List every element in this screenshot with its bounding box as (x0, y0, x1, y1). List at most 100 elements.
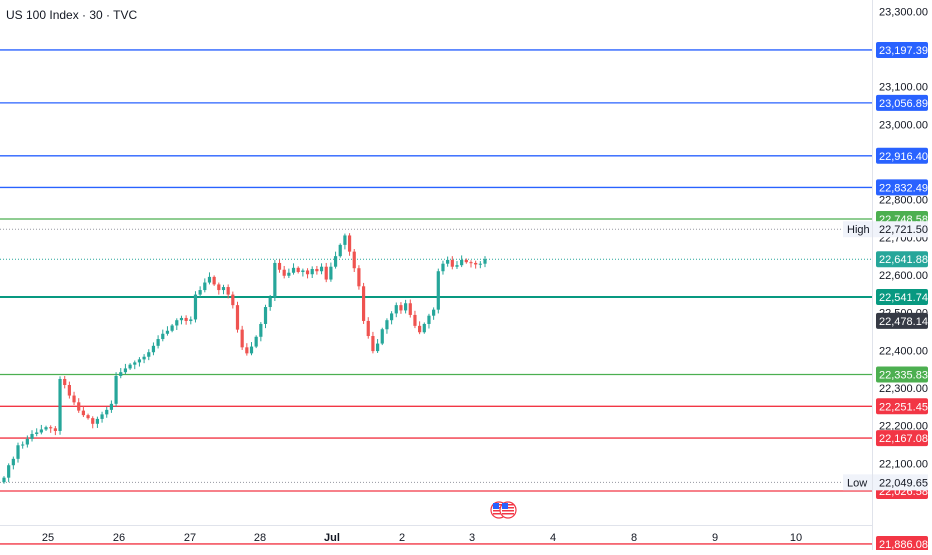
time-tick-label: 27 (184, 532, 196, 544)
price-tick-label: 23,000.00 (879, 119, 928, 131)
economic-events[interactable] (490, 501, 517, 519)
candle-body (137, 359, 142, 363)
symbol-title[interactable]: US 100 Index · 30 · TVC (6, 8, 138, 22)
candle-body (436, 271, 440, 310)
high-label: High (847, 224, 870, 236)
candle-body (16, 445, 20, 459)
level-price-text: 22,167.08 (879, 433, 928, 445)
candle-body (67, 385, 71, 396)
low-label-bg (843, 474, 928, 491)
candle-body (287, 272, 291, 276)
candle-body (333, 256, 338, 267)
candle-body (371, 336, 375, 352)
time-axis-divider (0, 525, 872, 526)
price-tick-label: 22,600.00 (879, 270, 928, 282)
candle-body (385, 320, 389, 330)
candle-body (347, 235, 352, 252)
candle-body (245, 347, 249, 354)
time-tick-label: 3 (469, 532, 475, 544)
candle-body (193, 294, 198, 320)
candle-body (21, 444, 25, 446)
candle-body (58, 378, 62, 431)
price-labels: 23,197.39 23,056.89 22,916.40 22,832.49 22,7… (843, 41, 928, 552)
candle-body (147, 352, 151, 357)
flag-stripe (502, 513, 514, 515)
candle-body (259, 323, 263, 337)
time-axis[interactable]: 25 26 27 28 Jul 2 3 4 8 9 10 (42, 532, 802, 544)
candle-body (184, 317, 188, 321)
candle-body (235, 305, 240, 330)
candle-body (394, 305, 398, 314)
candle-body (343, 235, 347, 245)
level-price-text: 23,197.39 (879, 45, 928, 57)
candle-body (109, 403, 114, 410)
candle-body (240, 329, 244, 348)
candle-body (231, 294, 235, 306)
level-price-label (876, 398, 928, 415)
level-price-text: 22,541.74 (879, 292, 928, 304)
candle-body (7, 465, 11, 478)
candle-body (44, 427, 48, 430)
time-tick-label: 10 (790, 532, 802, 544)
price-tick-label: 22,400.00 (879, 345, 928, 357)
candle-body (478, 263, 482, 265)
candle-body (422, 323, 426, 333)
candle-body (399, 305, 403, 311)
us-event-flag-2[interactable] (499, 501, 517, 519)
candle-body (319, 266, 324, 272)
candle-body (198, 290, 202, 295)
flag-stripe (493, 513, 505, 515)
candle-body (25, 438, 29, 445)
candle-body (39, 429, 43, 433)
candle-body (446, 259, 450, 264)
candle-body (483, 259, 487, 264)
candle-body (282, 269, 286, 276)
candle-body (390, 313, 394, 321)
candle-body (2, 477, 6, 483)
time-tick-label: 2 (399, 532, 405, 544)
candle-body (175, 320, 179, 326)
level-price-label (876, 147, 928, 164)
level-price-label (876, 430, 928, 447)
candle-body (30, 433, 34, 439)
candle-body (53, 428, 57, 431)
candle-body (207, 276, 212, 283)
candle-body (114, 375, 118, 404)
candle-body (460, 259, 464, 266)
time-tick-label: 9 (712, 532, 718, 544)
price-axis[interactable]: 23,300.00 23,100.00 23,000.00 22,800.00 22,7… (879, 6, 928, 470)
time-tick-label: 8 (631, 532, 637, 544)
price-tick-label: 22,100.00 (879, 458, 928, 470)
crosshair-price-label: 22,478.14 (879, 316, 928, 328)
last-price-label: 22,641.88 (879, 254, 928, 266)
candle-body (133, 362, 137, 365)
low-value: 22,049.65 (879, 477, 928, 489)
candle-body (263, 307, 268, 324)
candle-body (352, 251, 356, 269)
candle-body (86, 415, 90, 419)
candle-body (273, 262, 277, 298)
candle-body (413, 314, 417, 326)
candle-body (418, 325, 422, 333)
price-axis-divider (872, 0, 873, 550)
candle-body (357, 268, 361, 287)
candle-body (63, 378, 67, 385)
candle-body (156, 339, 160, 346)
flag-stripe (493, 510, 505, 512)
candle-body (469, 262, 473, 264)
candle-body (450, 259, 454, 267)
candle-body (72, 395, 76, 403)
candle-body (361, 286, 366, 321)
candle-body (254, 336, 258, 347)
last-price-label-bg (876, 251, 928, 268)
price-tick-label: 22,800.00 (879, 195, 928, 207)
candle-body (11, 458, 15, 466)
candle-body (212, 276, 216, 285)
candle-body (123, 368, 128, 373)
level-price-label (876, 535, 928, 552)
level-price-label (876, 179, 928, 196)
high-value: 22,721.50 (879, 224, 928, 236)
candle-body (268, 297, 272, 308)
